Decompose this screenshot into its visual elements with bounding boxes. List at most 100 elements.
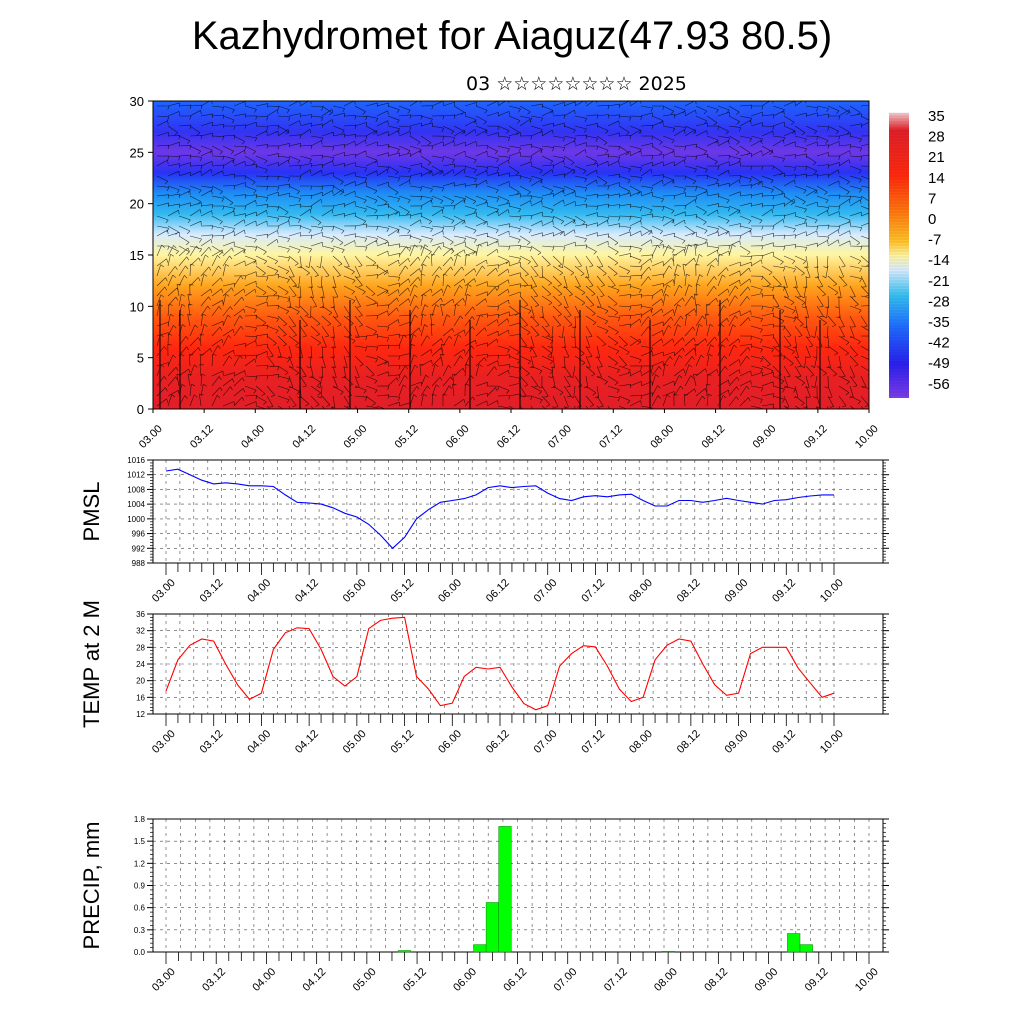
- x-tick-label: 05.12: [401, 966, 429, 994]
- x-tick-label: 08.12: [675, 728, 703, 756]
- colorbar-gradient: [889, 113, 909, 398]
- precip-bar: [661, 951, 675, 953]
- x-tick-label: 06.12: [484, 577, 512, 605]
- x-tick-label: 09.12: [770, 577, 798, 605]
- y-axis-label: PRECIP, mm: [79, 822, 104, 950]
- x-tick-label: 05.00: [341, 577, 369, 605]
- colorbar-label: 28: [928, 129, 945, 146]
- x-tick-label: 10.00: [853, 966, 881, 994]
- x-tick-label: 04.00: [245, 728, 273, 756]
- x-tick-label: 06.12: [501, 966, 529, 994]
- y-tick-label: 992: [132, 544, 146, 553]
- y-axis-label: TEMP at 2 M: [79, 600, 104, 728]
- colorbar-label: 7: [928, 190, 936, 207]
- x-tick-label: 10.00: [818, 728, 846, 756]
- y-axis-label: PMSL: [79, 482, 104, 542]
- x-tick-label: 07.12: [597, 423, 625, 451]
- x-tick-label: 09.00: [751, 423, 779, 451]
- plot-frame: [152, 459, 884, 564]
- y-tick-label: 10: [130, 299, 144, 314]
- cross-section-panel: 0 5 10 15 20 25 30 03.00 03.12 04.00 04.12 05.00 05.…: [130, 94, 881, 451]
- y-tick-label: 996: [132, 530, 146, 539]
- x-tick-label: 05.12: [388, 728, 416, 756]
- x-tick-label: 07.12: [579, 577, 607, 605]
- x-tick-label: 10.00: [818, 577, 846, 605]
- colorbar-label: -49: [928, 355, 950, 372]
- precip-bar: [397, 950, 412, 953]
- colorbar-bands: [889, 112, 909, 396]
- x-tick-label: 04.12: [293, 728, 321, 756]
- x-tick-label: 06.00: [444, 423, 472, 451]
- x-tick-label: 08.00: [648, 423, 676, 451]
- y-tick-label: 20: [136, 677, 145, 686]
- x-tick-label: 04.12: [301, 966, 329, 994]
- x-tick-label: 07.00: [552, 966, 580, 994]
- y-tick-label: 15: [130, 248, 144, 263]
- x-tick-label: 05.00: [341, 728, 369, 756]
- precip-bar: [473, 944, 487, 953]
- colorbar-label: 14: [928, 170, 945, 187]
- chart-title: Kazhydromet for Aiaguz(47.93 80.5): [191, 14, 833, 58]
- x-tick-label: 04.00: [245, 577, 273, 605]
- x-tick-label: 08.00: [652, 966, 680, 994]
- y-tick-label: 1008: [127, 485, 145, 494]
- colorbar-label: -42: [928, 335, 950, 352]
- colorbar-label: 0: [928, 211, 936, 228]
- x-tick-label: 08.00: [627, 577, 655, 605]
- colorbar-label: -14: [928, 252, 950, 269]
- x-tick-label: 10.00: [853, 423, 881, 451]
- colorbar-label: -35: [928, 314, 950, 331]
- x-tick-label: 08.12: [675, 577, 703, 605]
- x-tick-label: 04.12: [293, 577, 321, 605]
- x-tick-label: 04.00: [250, 966, 278, 994]
- precip-bar: [787, 933, 801, 953]
- temp-panel: 12 16 20 24 28 32 36 03.00 03.12 04.00 04.12 05.00 0…: [79, 600, 889, 756]
- precip-bar: [799, 944, 813, 953]
- x-tick-label: 09.12: [770, 728, 798, 756]
- y-tick-label: 25: [130, 145, 144, 160]
- x-tick-label: 08.12: [702, 966, 730, 994]
- y-tick-label: 20: [130, 197, 144, 212]
- x-tick-label: 05.00: [341, 423, 369, 451]
- x-tick-label: 03.00: [150, 577, 178, 605]
- colorbar-label: -28: [928, 293, 950, 310]
- y-tick-label: 0.3: [134, 926, 146, 935]
- y-tick-label: 0.6: [134, 904, 146, 913]
- y-tick-label: 24: [136, 660, 145, 669]
- x-tick-label: 03.12: [188, 423, 216, 451]
- y-tick-label: 1016: [127, 456, 145, 465]
- y-tick-label: 988: [132, 559, 146, 568]
- grid-lines: [153, 818, 883, 953]
- colorbar-label: 21: [928, 149, 945, 166]
- colorbar-label: -7: [928, 232, 941, 249]
- x-tick-label: 05.12: [393, 423, 421, 451]
- x-tick-label: 08.12: [699, 423, 727, 451]
- x-tick-label: 07.12: [579, 728, 607, 756]
- y-tick-label: 0.9: [134, 882, 146, 891]
- colorbar: 35 28 21 14 7 0 -7 -14 -21 -28 -35 -42 -49 -56: [889, 108, 950, 398]
- y-tick-label: 1.2: [134, 859, 146, 868]
- y-tick-label: 5: [137, 351, 144, 366]
- x-tick-label: 03.00: [150, 728, 178, 756]
- y-tick-label: 1012: [127, 471, 145, 480]
- x-tick-label: 07.00: [532, 577, 560, 605]
- x-tick-label: 05.00: [351, 966, 379, 994]
- colorbar-label: -21: [928, 273, 950, 290]
- x-tick-label: 06.00: [436, 728, 464, 756]
- x-tick-label: 09.00: [722, 728, 750, 756]
- grid-lines: [153, 613, 883, 715]
- x-tick-label: 09.12: [802, 423, 830, 451]
- grid-lines: [153, 459, 883, 564]
- y-tick-label: 0: [137, 402, 144, 417]
- y-tick-label: 32: [136, 627, 145, 636]
- x-tick-label: 03.00: [150, 966, 178, 994]
- heatmap-field: [153, 101, 869, 409]
- x-tick-label: 06.00: [451, 966, 479, 994]
- x-tick-label: 07.00: [546, 423, 574, 451]
- x-tick-label: 04.12: [290, 423, 318, 451]
- x-tick-label: 06.12: [495, 423, 523, 451]
- y-tick-label: 12: [136, 710, 145, 719]
- pmsl-line: [165, 468, 834, 550]
- x-tick-label: 06.00: [436, 577, 464, 605]
